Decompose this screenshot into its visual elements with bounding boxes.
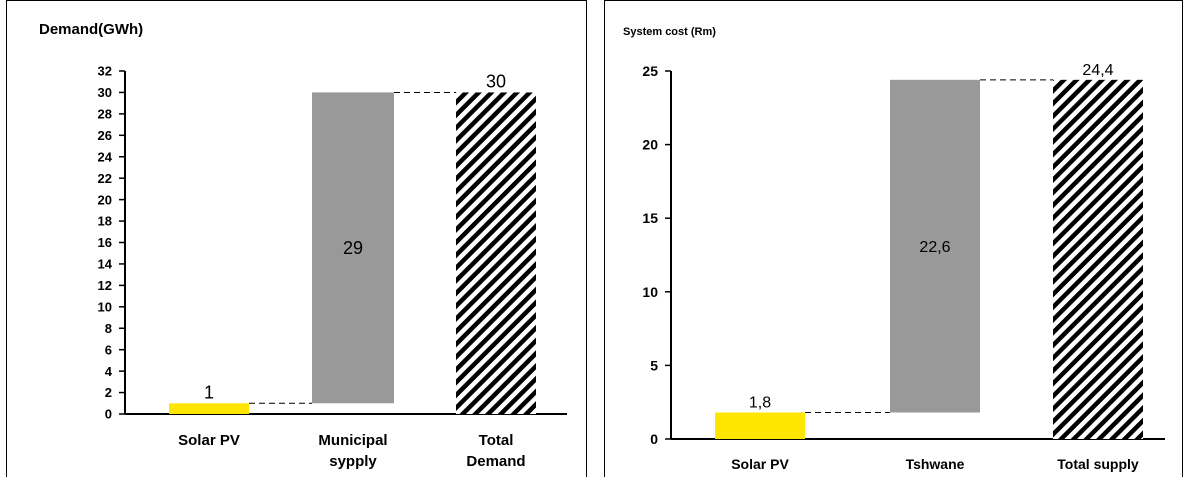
y-tick-label: 8 — [105, 321, 112, 336]
x-category-label: Solar PV — [731, 456, 789, 472]
y-tick-label: 16 — [98, 235, 112, 250]
system-cost-chart: System cost (Rm) 0 5 10 15 20 25 1,8 Solar PV 22,… — [623, 26, 1165, 472]
chart-panel-demand: Demand(GWh) 0 2 4 6 8 10 12 14 16 18 20 22 24 26 28 30 32… — [6, 0, 587, 477]
chart-title: Demand(GWh) — [39, 21, 143, 38]
data-label: 22,6 — [919, 239, 950, 256]
y-tick-label: 25 — [642, 63, 658, 79]
bar-hatch — [456, 92, 536, 414]
x-category-label: Solar PV — [178, 432, 240, 449]
y-tick-label: 30 — [98, 85, 112, 100]
y-tick-label: 15 — [642, 210, 658, 226]
y-tick-label: 22 — [98, 171, 112, 186]
bar-hatch — [1053, 79, 1143, 439]
y-tick-label: 20 — [642, 137, 658, 153]
y-tick-label: 24 — [98, 149, 113, 164]
data-label: 24,4 — [1082, 62, 1113, 79]
y-tick-label: 18 — [98, 214, 112, 229]
data-label: 1,8 — [749, 395, 771, 412]
y-tick-label: 28 — [98, 107, 112, 122]
y-tick-label: 12 — [98, 278, 112, 293]
chart-panel-system-cost: System cost (Rm) 0 5 10 15 20 25 1,8 Solar PV 22,… — [604, 0, 1183, 477]
x-category-label: Total supply — [1057, 456, 1139, 472]
y-tick-label: 26 — [98, 128, 112, 143]
bar-grid — [890, 79, 980, 413]
data-label: 30 — [486, 71, 506, 91]
y-tick-label: 0 — [650, 431, 658, 447]
x-category-label: Municipal sypply — [318, 432, 387, 470]
y-tick-label: 10 — [642, 284, 658, 300]
y-tick-label: 14 — [98, 257, 113, 272]
bar-solar — [715, 412, 805, 439]
y-tick-label: 32 — [98, 64, 112, 79]
data-label: 1 — [204, 382, 214, 402]
x-category-label: Total Demand — [466, 432, 525, 470]
y-tick-label: 4 — [105, 364, 113, 379]
y-tick-label: 0 — [105, 407, 112, 422]
bar-grid — [312, 92, 394, 404]
y-tick-label: 5 — [650, 357, 658, 373]
y-tick-label: 20 — [98, 192, 112, 207]
y-tick-label: 2 — [105, 385, 112, 400]
demand-chart: Demand(GWh)02468101214161820222426283032… — [39, 21, 567, 470]
y-tick-label: 6 — [105, 342, 112, 357]
chart-title: System cost (Rm) — [623, 26, 716, 38]
bar-solar — [169, 403, 249, 414]
y-tick-label: 10 — [98, 299, 112, 314]
x-category-label: Tshwane — [906, 456, 965, 472]
data-label: 29 — [343, 238, 363, 258]
